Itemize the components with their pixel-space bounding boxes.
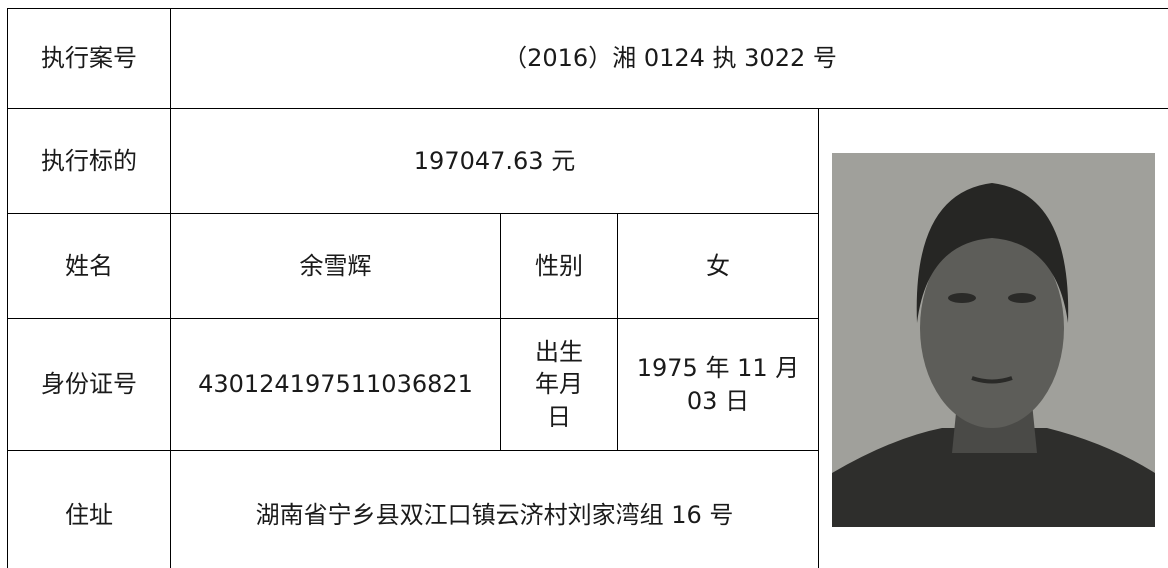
label-cell: 执行标的 [7, 108, 171, 214]
value-cell: 余雪辉 [170, 213, 501, 319]
value-cell: 女 [617, 213, 819, 319]
value: 197047.63 元 [413, 146, 576, 175]
photo [832, 153, 1155, 527]
value: 余雪辉 [299, 251, 372, 280]
label-cell: 执行案号 [7, 8, 171, 109]
photo-cell [818, 108, 1168, 568]
value: 湖南省宁乡县双江口镇云济村刘家湾组 16 号 [255, 500, 734, 529]
value-cell: 197047.63 元 [170, 108, 819, 214]
value-cell: 1975 年 11 月 03 日 [617, 318, 819, 451]
label: 执行标的 [41, 146, 137, 175]
value-cell: 430124197511036821 [170, 318, 501, 451]
label: 身份证号 [41, 370, 137, 399]
label: 出生年月日 [535, 337, 583, 431]
label: 姓名 [65, 251, 113, 280]
value: （2016）湘 0124 执 3022 号 [503, 44, 837, 73]
value-cell: 湖南省宁乡县双江口镇云济村刘家湾组 16 号 [170, 450, 819, 568]
label: 性别 [535, 251, 583, 280]
label: 执行案号 [41, 44, 137, 73]
label: 住址 [65, 500, 113, 529]
label-cell: 姓名 [7, 213, 171, 319]
value-cell: （2016）湘 0124 执 3022 号 [170, 8, 1168, 109]
value: 1975 年 11 月 03 日 [636, 354, 800, 415]
value: 女 [706, 251, 730, 280]
label-cell: 住址 [7, 450, 171, 568]
label-cell: 身份证号 [7, 318, 171, 451]
label-cell: 出生年月日 [500, 318, 618, 451]
value: 430124197511036821 [198, 370, 473, 399]
label-cell: 性别 [500, 213, 618, 319]
